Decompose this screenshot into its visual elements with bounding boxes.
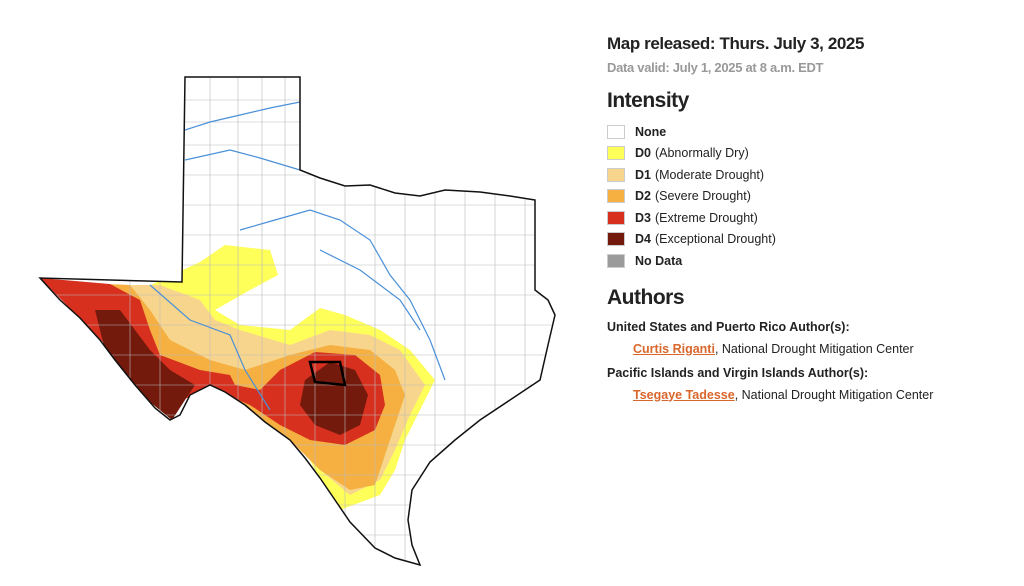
highlighted-county (308, 360, 347, 387)
legend-title: Intensity (607, 89, 689, 112)
legend-label: (Severe Drought) (654, 189, 751, 204)
legend-item: D1 (Moderate Drought) (607, 164, 1007, 186)
authors: United States and Puerto Rico Author(s):… (607, 320, 1007, 402)
legend-swatch (607, 146, 625, 161)
author-heading: United States and Puerto Rico Author(s): (607, 319, 850, 334)
rivers (149, 101, 446, 411)
info-panel: Map released: Thurs. July 3, 2025 Data v… (607, 34, 1007, 402)
legend-label: (Moderate Drought) (654, 167, 765, 182)
d4-area (95, 310, 368, 435)
author-link[interactable]: Tsegaye Tadesse (633, 387, 735, 402)
legend-swatch (607, 124, 625, 139)
author-heading: Pacific Islands and Virgin Islands Autho… (607, 365, 869, 380)
legend-label: (Extreme Drought) (654, 210, 758, 225)
legend-swatch (607, 167, 625, 182)
legend-swatch (607, 232, 625, 247)
valid-date: Data valid: July 1, 2025 at 8 a.m. EDT (607, 60, 824, 75)
legend-code: No Data (635, 253, 683, 268)
legend-item: D0 (Abnormally Dry) (607, 143, 1007, 165)
author-link[interactable]: Curtis Riganti (633, 341, 715, 356)
legend-code: D4 (635, 232, 651, 247)
author-line: Tsegaye Tadesse, National Drought Mitiga… (633, 388, 1007, 402)
legend-item: D3 (Extreme Drought) (607, 207, 1007, 229)
drought-map (39, 76, 556, 566)
legend-swatch (607, 210, 625, 225)
legend-swatch (607, 253, 625, 268)
legend-label: (Abnormally Dry) (654, 146, 749, 161)
legend: None D0 (Abnormally Dry) D1 (Moderate Drough… (607, 121, 1007, 272)
legend-item: D4 (Exceptional Drought) (607, 229, 1007, 251)
legend-swatch (607, 189, 625, 204)
author-affiliation: , National Drought Mitigation Center (714, 341, 914, 356)
legend-code: D3 (635, 210, 651, 225)
legend-code: None (635, 124, 667, 139)
authors-title: Authors (607, 285, 685, 309)
legend-code: D1 (635, 167, 651, 182)
author-line: Curtis Riganti, National Drought Mitigat… (633, 342, 1007, 356)
legend-item: D2 (Severe Drought) (607, 186, 1007, 208)
legend-item: No Data (607, 250, 1007, 272)
author-affiliation: , National Drought Mitigation Center (734, 387, 934, 402)
legend-label: (Exceptional Drought) (654, 232, 776, 247)
legend-code: D2 (635, 189, 651, 204)
legend-code: D0 (635, 146, 651, 161)
release-date: Map released: Thurs. July 3, 2025 (607, 34, 865, 53)
legend-item: None (607, 121, 1007, 143)
